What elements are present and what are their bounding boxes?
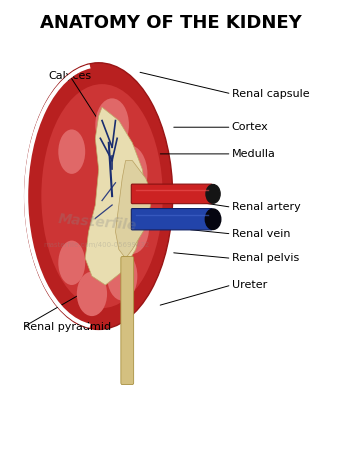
FancyBboxPatch shape [131, 184, 212, 204]
Text: Medulla: Medulla [232, 149, 275, 159]
Text: Masterfile: Masterfile [57, 212, 137, 233]
Text: Renal vein: Renal vein [232, 229, 290, 239]
FancyBboxPatch shape [131, 208, 212, 230]
Ellipse shape [58, 241, 85, 285]
Ellipse shape [77, 272, 107, 316]
FancyBboxPatch shape [121, 256, 134, 385]
Text: ANATOMY OF THE KIDNEY: ANATOMY OF THE KIDNEY [40, 14, 302, 32]
Ellipse shape [58, 130, 85, 174]
Circle shape [205, 209, 221, 230]
Ellipse shape [110, 145, 147, 203]
Ellipse shape [25, 63, 173, 329]
Text: Renal pelvis: Renal pelvis [232, 253, 299, 263]
Polygon shape [116, 161, 153, 258]
Ellipse shape [95, 99, 129, 152]
Ellipse shape [107, 252, 137, 301]
Text: Ureter: Ureter [232, 280, 267, 290]
Text: Cortex: Cortex [232, 122, 268, 132]
Text: Calyces: Calyces [49, 71, 92, 81]
Text: Renal pyradmid: Renal pyradmid [23, 322, 111, 332]
Text: Renal capsule: Renal capsule [232, 89, 309, 99]
Text: Renal artery: Renal artery [232, 202, 300, 212]
Polygon shape [85, 107, 146, 285]
Circle shape [206, 184, 220, 203]
Ellipse shape [116, 201, 149, 254]
Ellipse shape [41, 84, 163, 308]
Text: masterfile.com/400-05699432: masterfile.com/400-05699432 [44, 242, 150, 248]
